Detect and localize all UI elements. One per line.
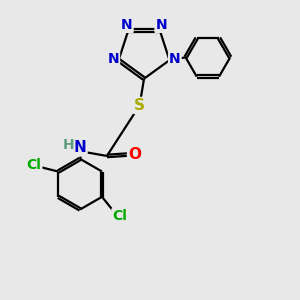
Text: O: O <box>128 147 141 162</box>
Text: Cl: Cl <box>112 209 127 223</box>
Text: Cl: Cl <box>26 158 41 172</box>
Text: N: N <box>107 52 119 66</box>
Text: N: N <box>121 18 133 32</box>
Text: S: S <box>134 98 145 113</box>
Text: H: H <box>62 138 74 152</box>
Text: N: N <box>155 18 167 32</box>
Text: N: N <box>74 140 86 155</box>
Text: N: N <box>169 52 181 66</box>
